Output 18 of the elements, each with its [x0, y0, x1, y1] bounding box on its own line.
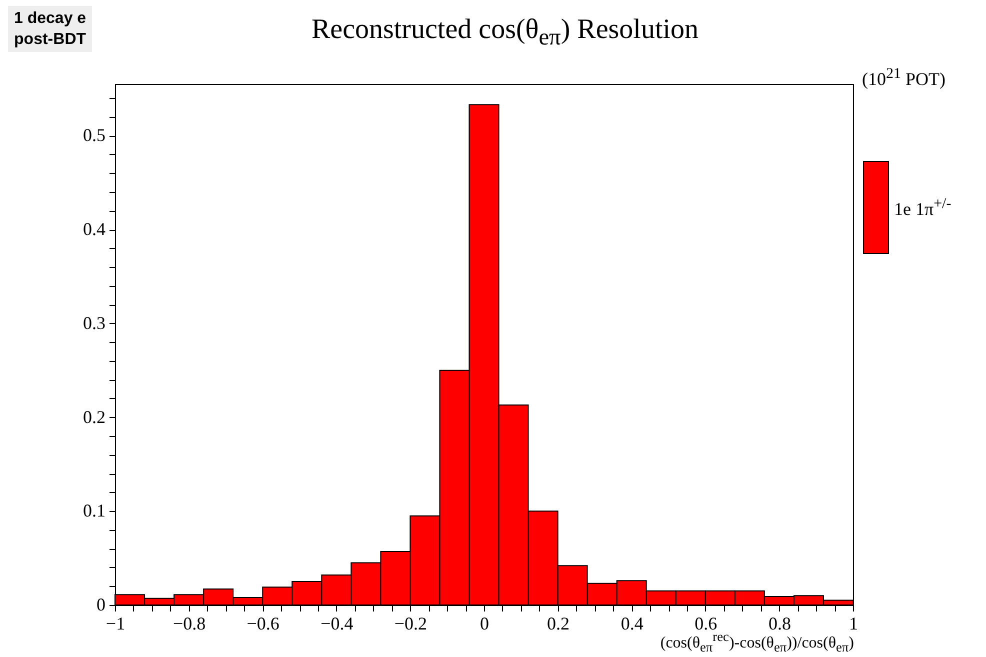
y-tick-label: 0.2	[83, 406, 106, 427]
chart-title: Reconstructed cos(θ$_{eπ}$) Resolution	[311, 14, 699, 51]
x-tick-label: −0.2	[394, 614, 428, 634]
x-tick-label: 0.4	[620, 614, 644, 634]
y-tick-label: 0.5	[83, 125, 106, 146]
x-tick-label: −0.8	[172, 614, 206, 634]
y-tick-label: 0.3	[83, 312, 106, 333]
text: (10$^{21}$ POT)	[862, 66, 946, 90]
y-tick-label: 0.4	[83, 219, 106, 240]
y-tick-label: 0.1	[83, 500, 106, 521]
y-tick-label: 0	[96, 594, 106, 614]
x-tick-label: −0.6	[246, 614, 280, 634]
x-tick-label: 0.2	[547, 614, 570, 634]
x-tick-label: −0.4	[320, 614, 354, 634]
x-tick-label: −1	[106, 614, 126, 634]
x-tick-label: 0	[480, 614, 489, 634]
text: 1e 1π$^{+/-}$	[894, 196, 952, 220]
text: 1 decay e post-BDT	[8, 6, 92, 52]
